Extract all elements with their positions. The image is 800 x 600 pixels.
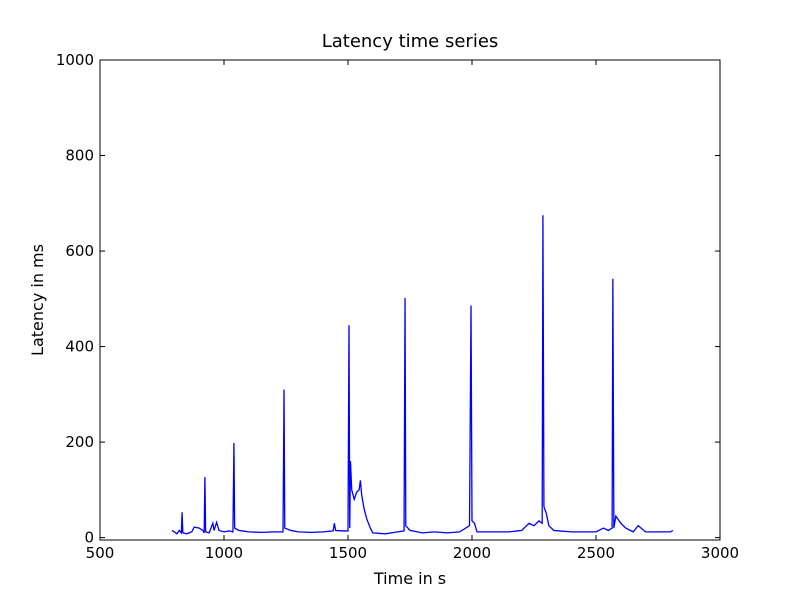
chart-title: Latency time series: [322, 31, 499, 52]
y-tick-label: 0: [84, 529, 94, 547]
y-tick-label: 200: [65, 433, 94, 451]
y-axis-label: Latency in ms: [28, 244, 47, 356]
x-axis-label: Time in s: [373, 569, 446, 588]
y-tick-label: 600: [65, 242, 94, 260]
x-tick-label: 3000: [701, 544, 739, 562]
y-tick-label: 800: [65, 147, 94, 165]
x-tick-label: 500: [86, 544, 115, 562]
data-line: [171, 215, 674, 535]
y-tick-label: 400: [65, 338, 94, 356]
x-tick-label: 2500: [577, 544, 615, 562]
x-tick-label: 1000: [205, 544, 243, 562]
x-tick-label: 2000: [453, 544, 491, 562]
x-tick-label: 1500: [329, 544, 367, 562]
y-tick-label: 1000: [56, 51, 94, 69]
plot-frame: [99, 59, 721, 541]
